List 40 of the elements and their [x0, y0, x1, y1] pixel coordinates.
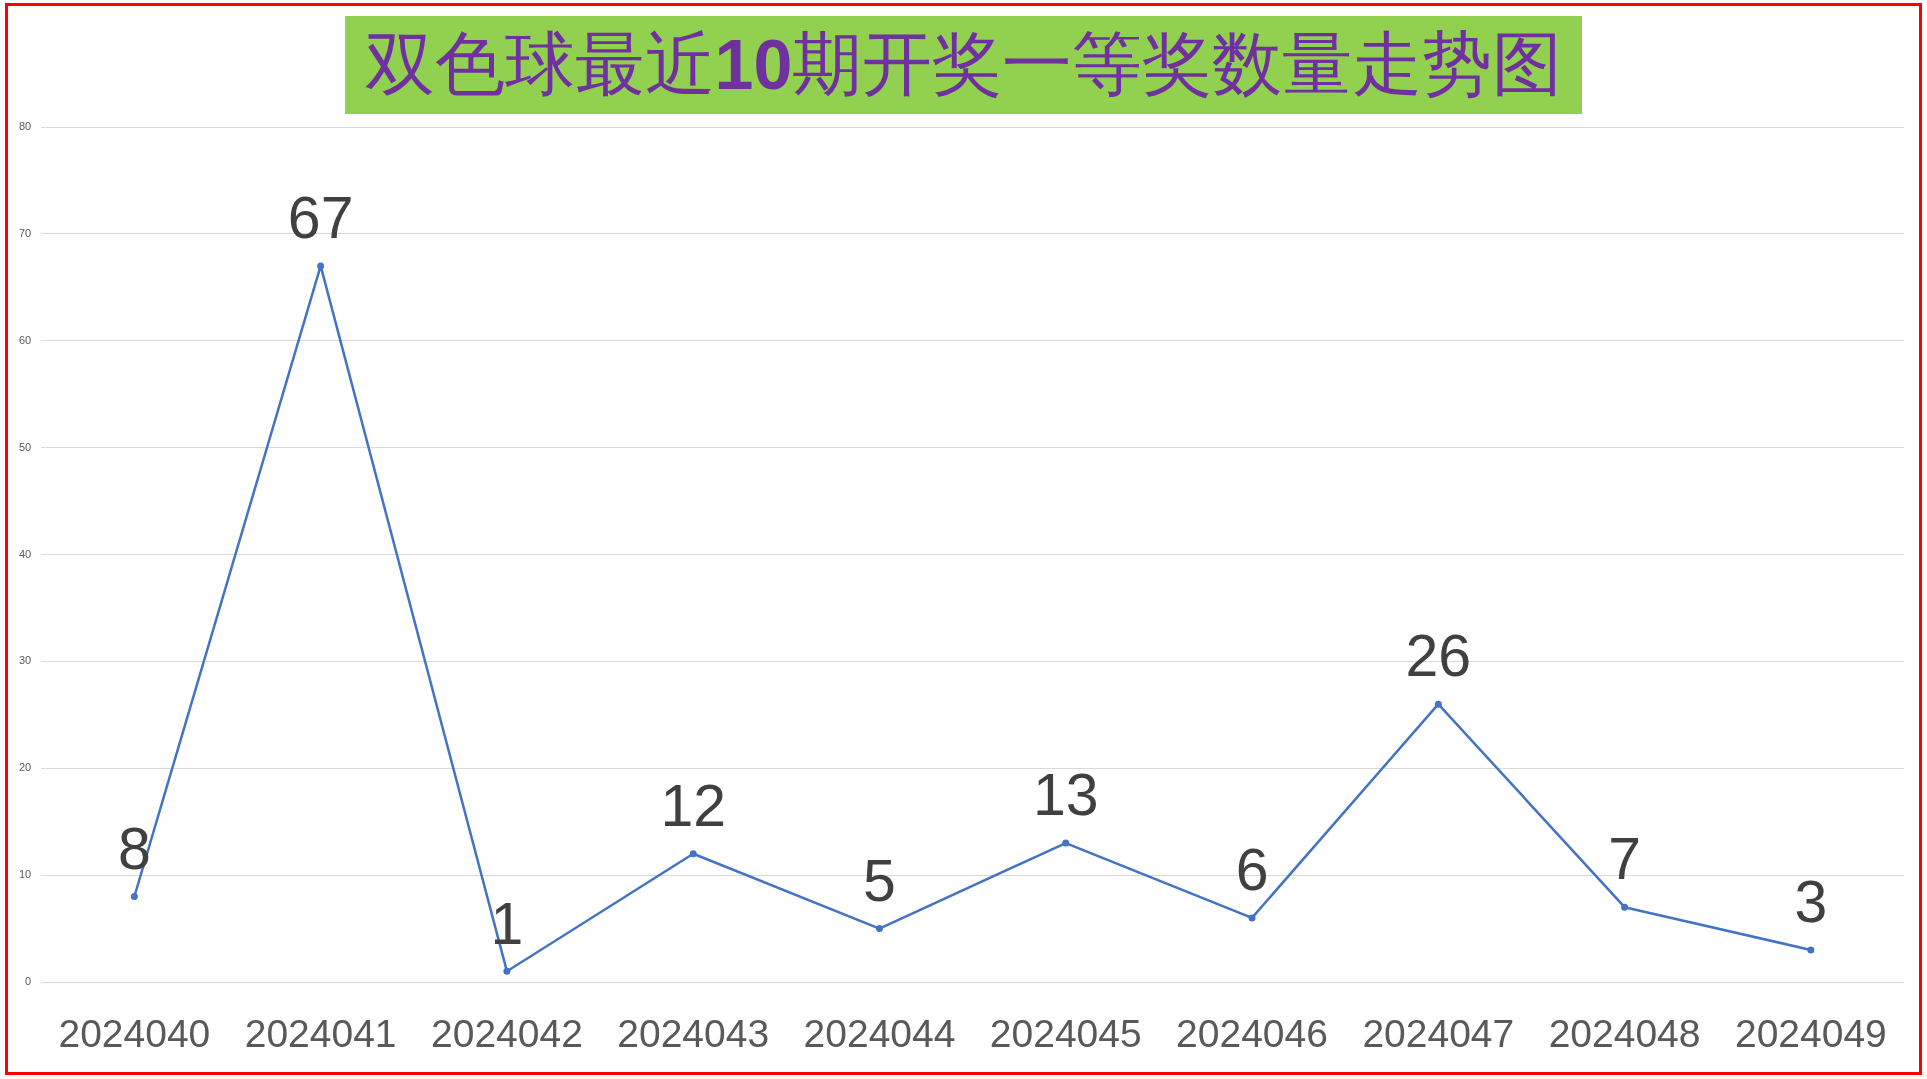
y-tick-label: 10: [18, 868, 32, 881]
x-tick-label: 2024045: [989, 1012, 1142, 1056]
x-tick-label: 2024048: [1548, 1012, 1701, 1056]
y-tick-label: 0: [25, 975, 32, 988]
y-tick-label: 60: [18, 333, 32, 346]
x-tick-label: 2024044: [803, 1012, 956, 1056]
y-tick-label: 30: [18, 654, 32, 667]
y-tick-label: 80: [18, 120, 32, 133]
chart-title: 双色球最近10期开奖一等奖数量走势图: [364, 22, 1563, 107]
point: [1248, 914, 1256, 922]
point: [130, 893, 138, 900]
point: [1062, 839, 1070, 847]
point: [317, 262, 325, 270]
x-tick-label: 2024046: [1176, 1012, 1328, 1056]
data-label: 8: [117, 815, 151, 882]
point: [503, 967, 511, 975]
x-tick-label: 2024042: [431, 1012, 583, 1056]
data-label: 5: [863, 847, 896, 914]
x-tick-label: 2024049: [1734, 1012, 1887, 1056]
data-label: 1: [490, 890, 524, 957]
data-label: 26: [1405, 623, 1472, 690]
x-tick-label: 2024041: [244, 1012, 397, 1056]
data-label: 67: [287, 185, 354, 252]
y-tick-label: 50: [18, 440, 32, 453]
point: [875, 925, 883, 933]
x-tick-label: 2024040: [58, 1012, 211, 1056]
data-label: 7: [1608, 826, 1641, 893]
data-label: 12: [660, 773, 727, 840]
data-label: 6: [1235, 837, 1269, 904]
y-tick-label: 20: [18, 761, 32, 774]
point: [1807, 946, 1815, 954]
data-label: 3: [1794, 869, 1828, 936]
y-tick-label: 70: [18, 226, 32, 239]
x-tick-label: 2024043: [617, 1012, 770, 1056]
point: [1434, 700, 1442, 708]
y-tick-label: 40: [18, 547, 32, 560]
point: [689, 850, 697, 858]
data-label: 13: [1032, 762, 1099, 829]
point: [1621, 903, 1629, 911]
x-tick-label: 2024047: [1362, 1012, 1515, 1056]
